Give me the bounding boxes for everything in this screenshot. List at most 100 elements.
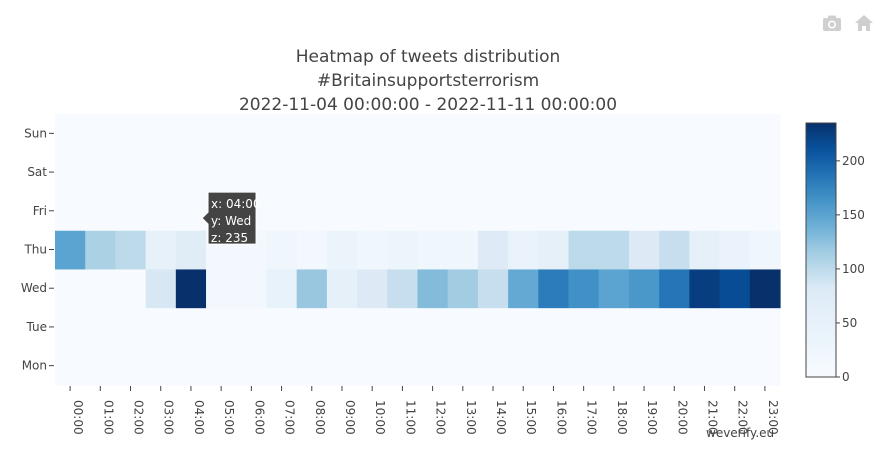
heatmap-cell-Sun-07:00[interactable] xyxy=(266,114,298,154)
heatmap-cell-Mon-01:00[interactable] xyxy=(85,346,117,386)
heatmap-cell-Sat-10:00[interactable] xyxy=(357,152,388,193)
heatmap-cell-Mon-13:00[interactable] xyxy=(447,346,479,386)
heatmap-cell-Sat-01:00[interactable] xyxy=(85,152,117,193)
heatmap-cell-Wed-16:00[interactable] xyxy=(538,268,570,309)
heatmap-cell-Thu-04:00[interactable] xyxy=(175,230,207,270)
heatmap-cell-Sat-15:00[interactable] xyxy=(508,152,539,193)
heatmap-cell-Wed-22:00[interactable] xyxy=(719,268,751,309)
heatmap-cell-Thu-03:00[interactable] xyxy=(145,230,177,270)
heatmap-cell-Thu-02:00[interactable] xyxy=(115,230,147,270)
heatmap-cell-Tue-21:00[interactable] xyxy=(689,307,721,347)
heatmap-cell-Sun-14:00[interactable] xyxy=(477,114,509,154)
heatmap-cell-Thu-18:00[interactable] xyxy=(598,230,630,270)
heatmap-cell-Tue-14:00[interactable] xyxy=(477,307,509,347)
heatmap-cell-Tue-03:00[interactable] xyxy=(145,307,177,347)
heatmap-cell-Sun-09:00[interactable] xyxy=(326,114,358,154)
heatmap-cell-Mon-19:00[interactable] xyxy=(628,346,660,386)
heatmap-cell-Wed-21:00[interactable] xyxy=(689,268,721,309)
heatmap-cell-Wed-17:00[interactable] xyxy=(568,268,600,309)
heatmap-cell-Thu-19:00[interactable] xyxy=(628,230,660,270)
heatmap-cell-Fri-11:00[interactable] xyxy=(387,191,419,231)
heatmap-cell-Tue-12:00[interactable] xyxy=(417,307,449,347)
heatmap-cell-Mon-14:00[interactable] xyxy=(477,346,509,386)
heatmap-cell-Wed-11:00[interactable] xyxy=(387,268,419,309)
heatmap-cell-Thu-23:00[interactable] xyxy=(749,230,781,270)
heatmap-cell-Sat-13:00[interactable] xyxy=(447,152,479,193)
heatmap-cell-Sat-23:00[interactable] xyxy=(749,152,781,193)
heatmap-cell-Thu-07:00[interactable] xyxy=(266,230,298,270)
heatmap-cell-Sun-00:00[interactable] xyxy=(55,114,86,154)
heatmap-cell-Sun-20:00[interactable] xyxy=(659,114,690,154)
heatmap-cell-Sat-07:00[interactable] xyxy=(266,152,298,193)
heatmap-cell-Thu-08:00[interactable] xyxy=(296,230,328,270)
heatmap-cell-Wed-02:00[interactable] xyxy=(115,268,147,309)
heatmap-cell-Wed-07:00[interactable] xyxy=(266,268,298,309)
heatmap-cell-Tue-02:00[interactable] xyxy=(115,307,147,347)
heatmap-cell-Fri-09:00[interactable] xyxy=(326,191,358,231)
heatmap-cell-Fri-04:00[interactable] xyxy=(175,191,207,231)
heatmap-cell-Thu-15:00[interactable] xyxy=(508,230,539,270)
heatmap-cell-Sat-16:00[interactable] xyxy=(538,152,570,193)
heatmap-cell-Fri-21:00[interactable] xyxy=(689,191,721,231)
heatmap-cell-Fri-00:00[interactable] xyxy=(55,191,86,231)
heatmap-cell-Sat-05:00[interactable] xyxy=(206,152,237,193)
heatmap-cell-Thu-22:00[interactable] xyxy=(719,230,751,270)
heatmap-cell-Wed-12:00[interactable] xyxy=(417,268,449,309)
heatmap-cell-Mon-20:00[interactable] xyxy=(659,346,690,386)
heatmap-cell-Sun-03:00[interactable] xyxy=(145,114,177,154)
heatmap-cell-Sat-03:00[interactable] xyxy=(145,152,177,193)
heatmap-cell-Wed-14:00[interactable] xyxy=(477,268,509,309)
heatmap-cell-Mon-03:00[interactable] xyxy=(145,346,177,386)
heatmap-cell-Fri-18:00[interactable] xyxy=(598,191,630,231)
heatmap-cell-Tue-13:00[interactable] xyxy=(447,307,479,347)
heatmap-cell-Wed-19:00[interactable] xyxy=(628,268,660,309)
heatmap-cell-Thu-12:00[interactable] xyxy=(417,230,449,270)
heatmap-cell-Thu-09:00[interactable] xyxy=(326,230,358,270)
heatmap-cell-Sat-17:00[interactable] xyxy=(568,152,600,193)
heatmap-cell-Thu-14:00[interactable] xyxy=(477,230,509,270)
heatmap-cell-Wed-23:00[interactable] xyxy=(749,268,781,309)
heatmap-cell-Mon-22:00[interactable] xyxy=(719,346,751,386)
heatmap-cell-Sun-10:00[interactable] xyxy=(357,114,388,154)
heatmap-cell-Mon-21:00[interactable] xyxy=(689,346,721,386)
heatmap-cell-Tue-08:00[interactable] xyxy=(296,307,328,347)
heatmap-cell-Sun-06:00[interactable] xyxy=(236,114,268,154)
heatmap-cell-Fri-02:00[interactable] xyxy=(115,191,147,231)
heatmap-cell-Thu-21:00[interactable] xyxy=(689,230,721,270)
heatmap-cell-Sun-17:00[interactable] xyxy=(568,114,600,154)
heatmap-cell-Sat-20:00[interactable] xyxy=(659,152,690,193)
heatmap-cell-Wed-09:00[interactable] xyxy=(326,268,358,309)
heatmap-cell-Mon-02:00[interactable] xyxy=(115,346,147,386)
heatmap-cell-Wed-03:00[interactable] xyxy=(145,268,177,309)
heatmap-cell-Sun-05:00[interactable] xyxy=(206,114,237,154)
heatmap-cell-Wed-08:00[interactable] xyxy=(296,268,328,309)
heatmap-cell-Wed-04:00[interactable] xyxy=(175,268,207,309)
heatmap-cell-Fri-12:00[interactable] xyxy=(417,191,449,231)
heatmap-cell-Sat-14:00[interactable] xyxy=(477,152,509,193)
heatmap-cell-Tue-18:00[interactable] xyxy=(598,307,630,347)
heatmap-cell-Wed-05:00[interactable] xyxy=(206,268,237,309)
heatmap-cell-Mon-16:00[interactable] xyxy=(538,346,570,386)
heatmap-cell-Tue-19:00[interactable] xyxy=(628,307,660,347)
heatmap-cell-Thu-13:00[interactable] xyxy=(447,230,479,270)
heatmap-cell-Sun-13:00[interactable] xyxy=(447,114,479,154)
heatmap-cell-Sun-08:00[interactable] xyxy=(296,114,328,154)
heatmap-cell-Fri-17:00[interactable] xyxy=(568,191,600,231)
heatmap-cell-Fri-23:00[interactable] xyxy=(749,191,781,231)
heatmap-cell-Mon-12:00[interactable] xyxy=(417,346,449,386)
heatmap-cell-Mon-07:00[interactable] xyxy=(266,346,298,386)
heatmap-cell-Mon-00:00[interactable] xyxy=(55,346,86,386)
heatmap-cell-Tue-16:00[interactable] xyxy=(538,307,570,347)
heatmap-cell-Thu-00:00[interactable] xyxy=(55,230,86,270)
heatmap-cell-Mon-11:00[interactable] xyxy=(387,346,419,386)
heatmap-cell-Sat-09:00[interactable] xyxy=(326,152,358,193)
heatmap-cell-Sat-19:00[interactable] xyxy=(628,152,660,193)
heatmap-cell-Tue-22:00[interactable] xyxy=(719,307,751,347)
heatmap-cell-Sat-06:00[interactable] xyxy=(236,152,268,193)
heatmap-cell-Fri-19:00[interactable] xyxy=(628,191,660,231)
heatmap-cell-Mon-15:00[interactable] xyxy=(508,346,539,386)
heatmap-cell-Tue-10:00[interactable] xyxy=(357,307,388,347)
heatmap-cell-Tue-17:00[interactable] xyxy=(568,307,600,347)
heatmap-cell-Thu-17:00[interactable] xyxy=(568,230,600,270)
heatmap-cell-Fri-07:00[interactable] xyxy=(266,191,298,231)
